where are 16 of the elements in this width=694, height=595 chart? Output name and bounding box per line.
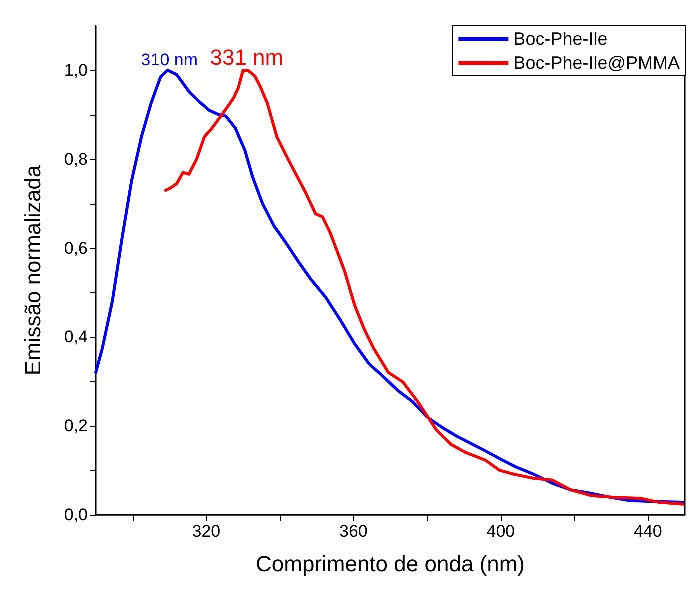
y-tick-label: 0,4 <box>64 328 88 347</box>
y-tick-label: 0,8 <box>64 150 88 169</box>
x-tick-label: 360 <box>340 522 368 541</box>
x-tick-label: 320 <box>192 522 221 541</box>
annotation: 310 nm <box>141 50 198 70</box>
x-axis-title: Comprimento de onda (nm) <box>256 552 526 576</box>
y-tick-label: 0,2 <box>64 416 88 436</box>
legend-label: Boc-Phe-Ile <box>514 29 608 49</box>
y-axis-title: Emissão normalizada <box>20 164 46 376</box>
x-tick-label: 440 <box>634 522 662 541</box>
annotation: 331 nm <box>210 44 284 70</box>
legend-label: Boc-Phe-Ile@PMMA <box>514 53 680 73</box>
y-tick-label: 0,6 <box>64 238 88 258</box>
y-tick-label: 1,0 <box>64 60 88 80</box>
y-tick-label: 0,0 <box>64 506 88 524</box>
x-tick-label: 400 <box>486 522 516 541</box>
